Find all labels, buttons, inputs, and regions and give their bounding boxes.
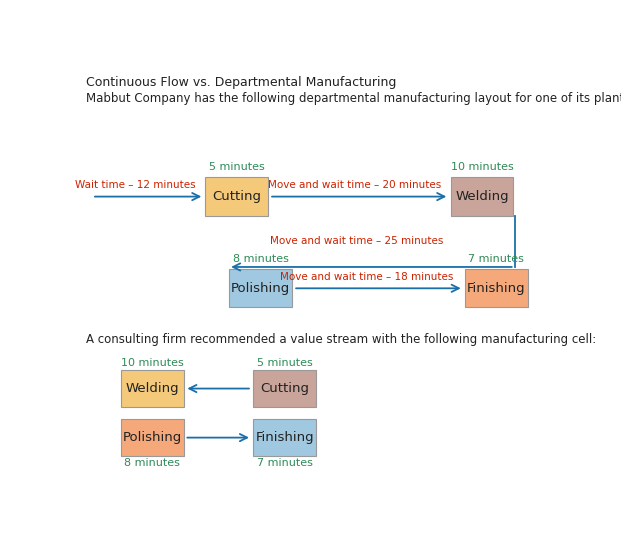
Text: 10 minutes: 10 minutes <box>121 358 184 368</box>
Text: Cutting: Cutting <box>260 382 309 395</box>
FancyBboxPatch shape <box>121 371 184 407</box>
Text: Finishing: Finishing <box>255 431 314 444</box>
Text: 8 minutes: 8 minutes <box>233 254 288 264</box>
FancyBboxPatch shape <box>205 177 268 216</box>
Text: Move and wait time – 18 minutes: Move and wait time – 18 minutes <box>279 272 453 282</box>
Text: Wait time – 12 minutes: Wait time – 12 minutes <box>75 180 196 190</box>
Text: 7 minutes: 7 minutes <box>256 458 312 468</box>
Text: Polishing: Polishing <box>231 282 290 295</box>
Text: 8 minutes: 8 minutes <box>124 458 180 468</box>
Text: Polishing: Polishing <box>122 431 182 444</box>
Text: 7 minutes: 7 minutes <box>468 254 524 264</box>
Text: 5 minutes: 5 minutes <box>209 162 265 172</box>
FancyBboxPatch shape <box>229 269 292 307</box>
FancyBboxPatch shape <box>451 177 513 216</box>
Text: Continuous Flow vs. Departmental Manufacturing: Continuous Flow vs. Departmental Manufac… <box>86 76 397 89</box>
FancyBboxPatch shape <box>465 269 528 307</box>
FancyBboxPatch shape <box>253 419 316 456</box>
Text: 10 minutes: 10 minutes <box>450 162 514 172</box>
FancyBboxPatch shape <box>253 371 316 407</box>
Text: Welding: Welding <box>125 382 179 395</box>
FancyBboxPatch shape <box>121 419 184 456</box>
Text: Cutting: Cutting <box>212 190 261 203</box>
Text: Finishing: Finishing <box>467 282 525 295</box>
Text: 5 minutes: 5 minutes <box>256 358 312 368</box>
Text: A consulting firm recommended a value stream with the following manufacturing ce: A consulting firm recommended a value st… <box>86 333 597 346</box>
Text: Mabbut Company has the following departmental manufacturing layout for one of it: Mabbut Company has the following departm… <box>86 92 621 105</box>
Text: Move and wait time – 25 minutes: Move and wait time – 25 minutes <box>270 235 443 245</box>
Text: Welding: Welding <box>455 190 509 203</box>
Text: Move and wait time – 20 minutes: Move and wait time – 20 minutes <box>268 180 441 190</box>
